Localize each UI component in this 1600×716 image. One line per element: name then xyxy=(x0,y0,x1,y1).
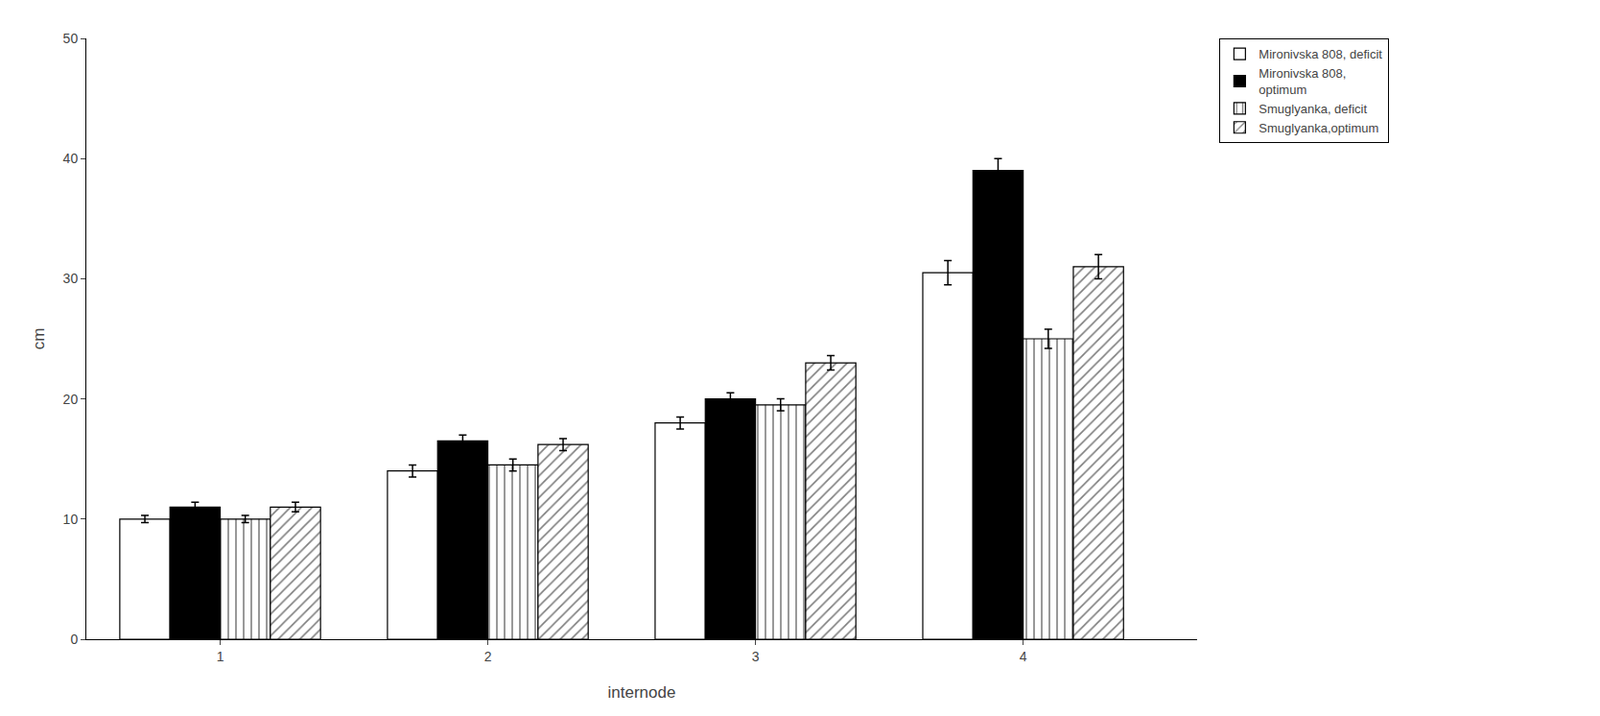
svg-text:Smuglyanka,optimum: Smuglyanka,optimum xyxy=(1258,120,1379,136)
svg-text:2: 2 xyxy=(484,648,493,664)
svg-text:Mironivska 808, deficit: Mironivska 808, deficit xyxy=(1258,47,1383,62)
svg-text:internode: internode xyxy=(608,682,677,702)
svg-text:3: 3 xyxy=(752,648,760,664)
svg-text:40: 40 xyxy=(63,150,79,166)
svg-text:cm: cm xyxy=(29,328,48,351)
svg-text:0: 0 xyxy=(70,631,78,647)
svg-text:Smuglyanka, deficit: Smuglyanka, deficit xyxy=(1258,101,1367,117)
svg-text:50: 50 xyxy=(63,30,79,47)
svg-text:1: 1 xyxy=(216,648,225,664)
svg-text:4: 4 xyxy=(1019,648,1028,664)
svg-text:10: 10 xyxy=(63,511,79,527)
svg-text:20: 20 xyxy=(63,391,79,407)
svg-text:30: 30 xyxy=(63,270,79,286)
svg-text:Mironivska 808,optimum: Mironivska 808,optimum xyxy=(1258,66,1346,97)
